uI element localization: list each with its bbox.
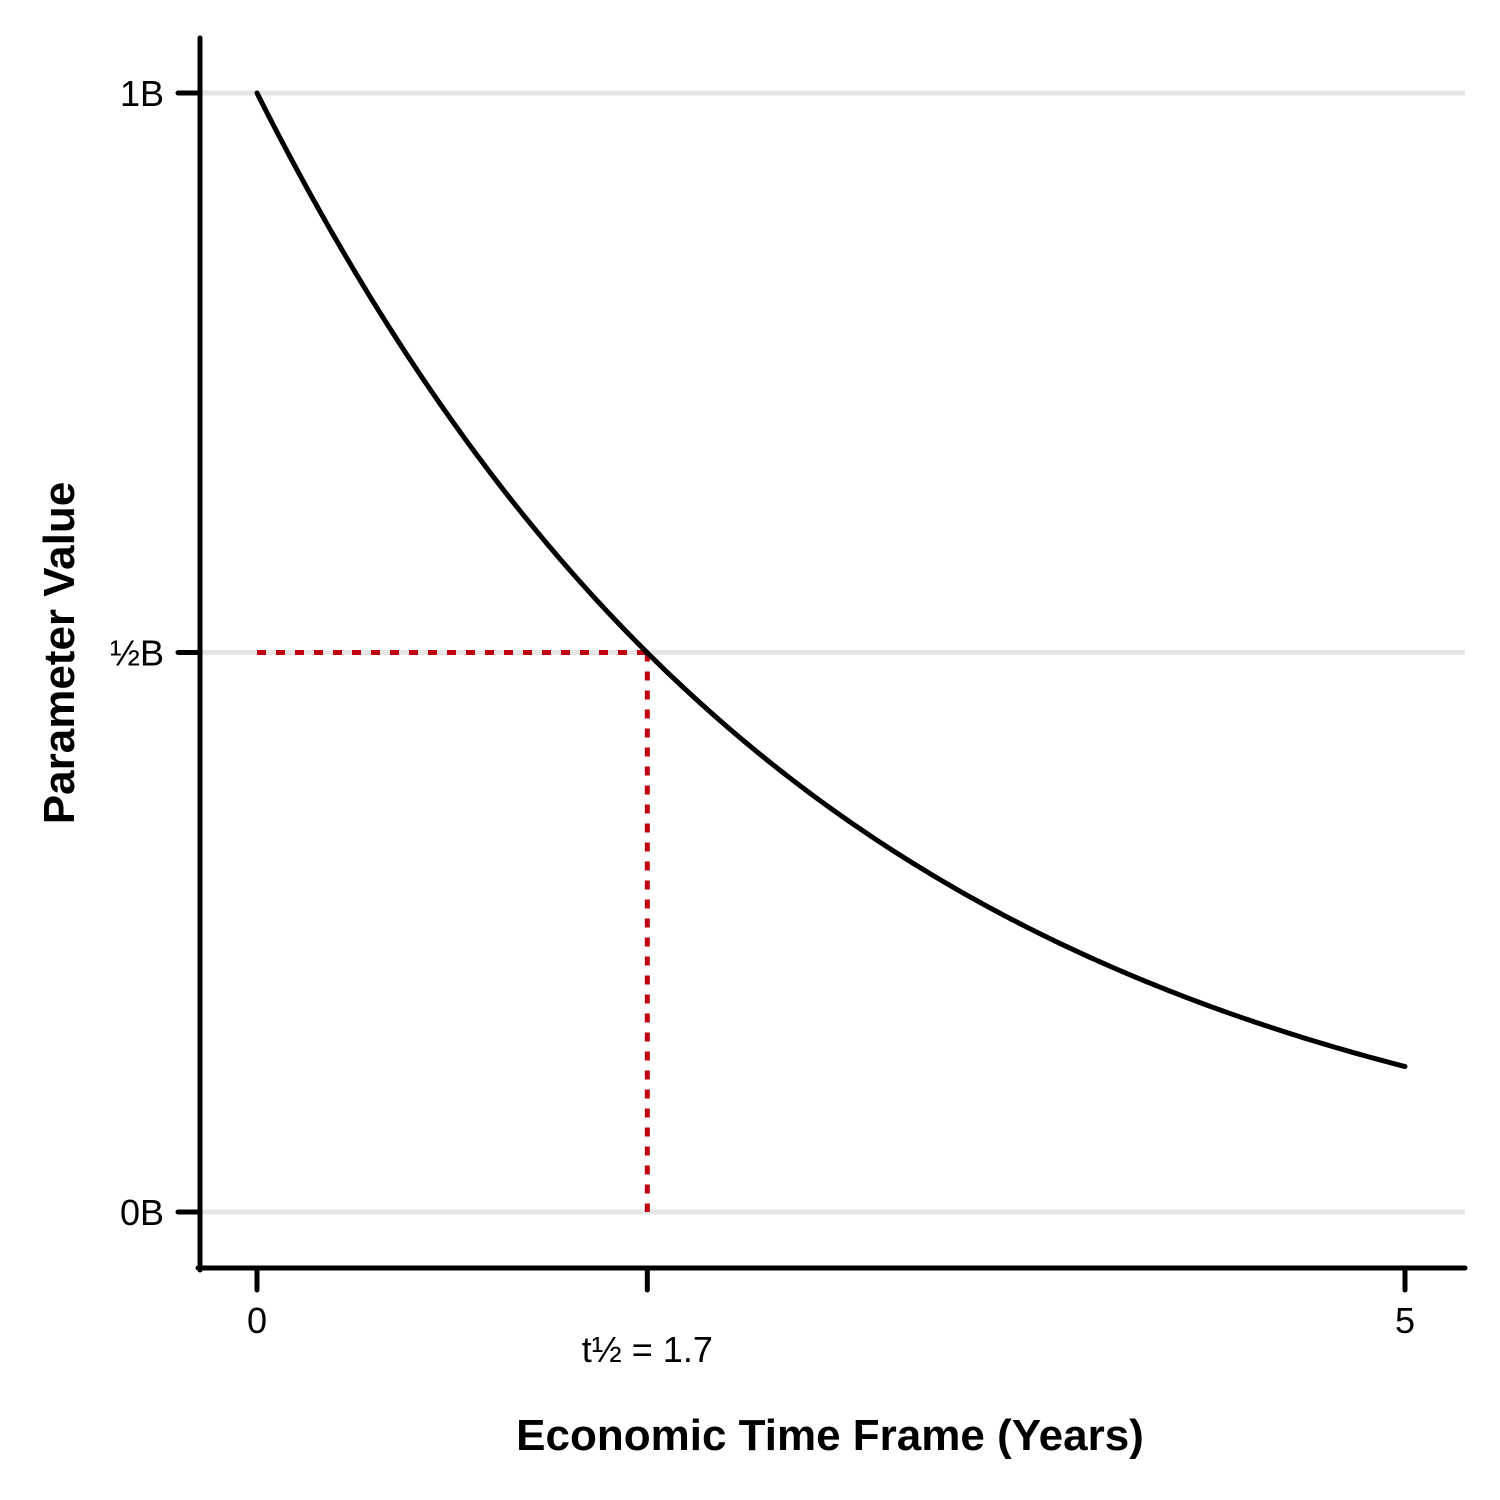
series-layer <box>254 90 1408 1070</box>
x-tick-label: 5 <box>1395 1300 1415 1341</box>
half-life-guides <box>257 650 650 1212</box>
y-tick-label: ½B <box>110 633 164 674</box>
x-tick-label: 0 <box>247 1300 267 1341</box>
y-tick-label: 1B <box>120 73 164 114</box>
labels: 0B ½B 1B 0 t½ = 1.7 5 <box>110 73 1415 1370</box>
x-axis-title: Economic Time Frame (Years) <box>516 1411 1144 1460</box>
y-axis-title: Parameter Value <box>35 482 84 824</box>
decay-curve <box>254 90 1408 1070</box>
y-tick-label: 0B <box>120 1192 164 1233</box>
x-tick-label: t½ = 1.7 <box>582 1329 713 1370</box>
axes <box>175 35 1468 1293</box>
